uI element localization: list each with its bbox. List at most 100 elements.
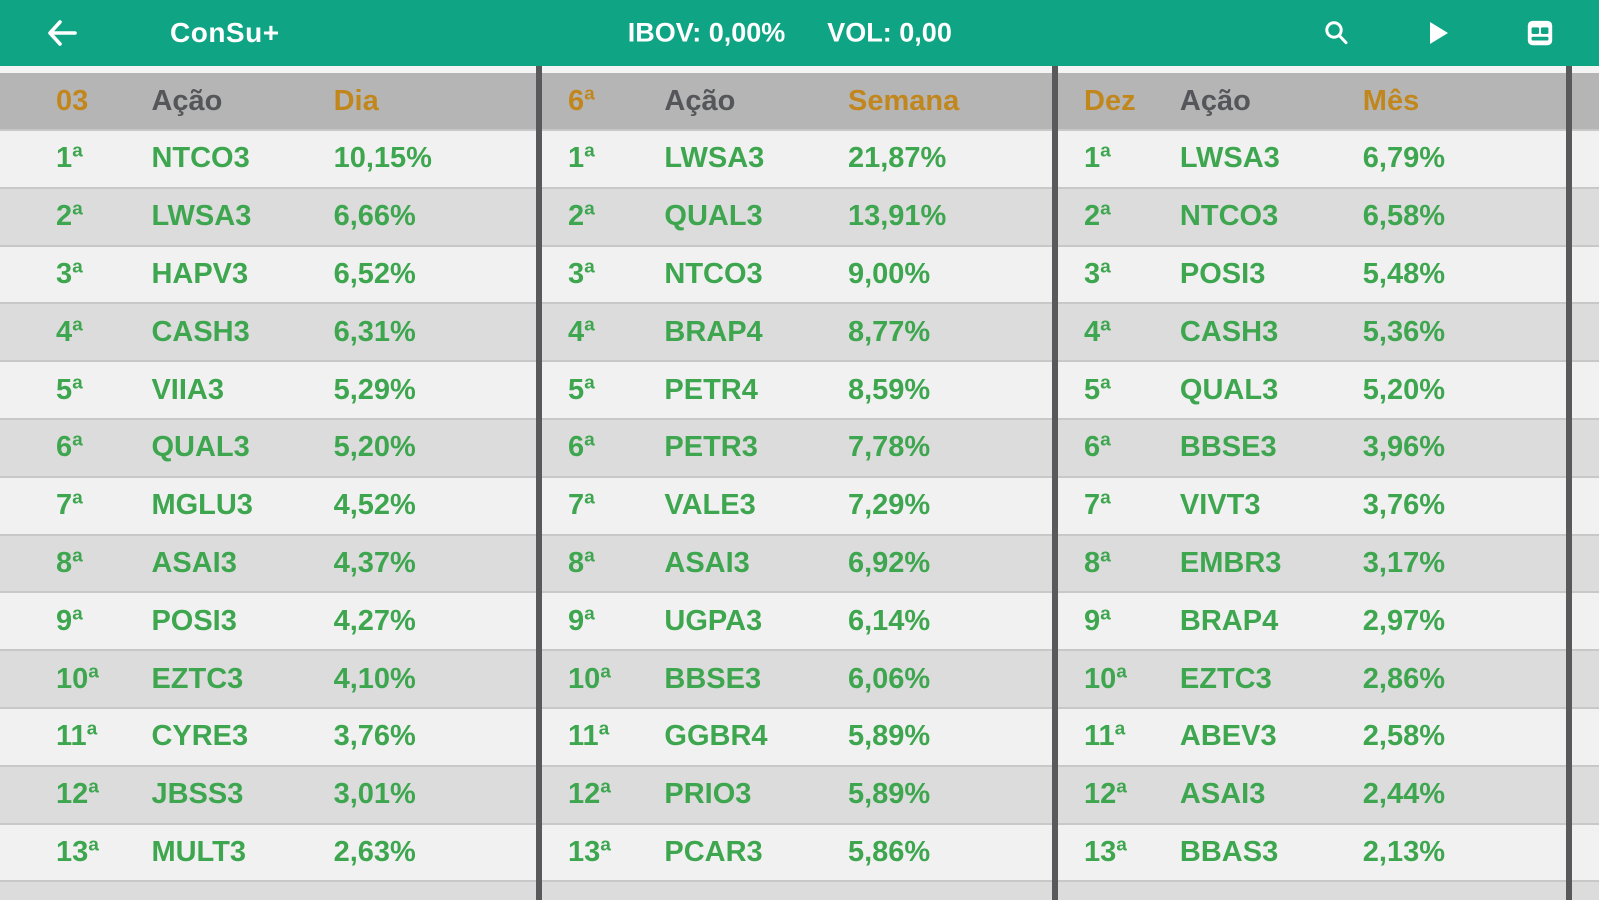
value-cell: 3,17% (1362, 546, 1446, 579)
table-row[interactable]: 6ª QUAL3 5,20% (0, 417, 536, 476)
table-row[interactable]: 7ª MGLU3 4,52% (0, 475, 536, 534)
ticker-cell: QUAL3 (664, 200, 763, 233)
table-row[interactable]: 6ª BBSE3 3,96% (1058, 417, 1566, 476)
table-row[interactable]: 12ª PRIO3 5,89% (542, 764, 1052, 823)
table-row[interactable]: 1ª LWSA3 21,87% (542, 129, 1052, 187)
table-row[interactable]: 8ª ASAI3 6,92% (542, 533, 1052, 592)
ticker-cell: VIVT3 (1179, 489, 1261, 522)
table-row[interactable]: 3ª POSI3 5,48% (1058, 244, 1566, 303)
ticker-cell: CYRE3 (151, 720, 249, 753)
table-row[interactable]: 9ª POSI3 4,27% (0, 591, 536, 650)
table-row[interactable]: 11ª GGBR4 5,89% (542, 706, 1052, 765)
play-icon[interactable] (1423, 18, 1453, 48)
ticker-cell: PETR3 (664, 431, 758, 464)
ticker-cell: BRAP4 (664, 315, 763, 348)
rank-cell: 2ª (1084, 200, 1111, 233)
rank-cell: 10ª (1084, 662, 1127, 695)
month-table-rows: 1ª LWSA3 6,79% 2ª NTCO3 6,58% 3ª POSI3 5,48% 4ª CA… (1058, 129, 1566, 900)
table-row[interactable]: 3ª HAPV3 6,52% (0, 244, 536, 303)
value-cell: 5,86% (847, 835, 931, 868)
day-header-rank: 03 (56, 84, 89, 117)
ticker-cell: POSI3 (1179, 257, 1266, 290)
table-row[interactable]: 9ª UGPA3 6,14% (542, 591, 1052, 650)
value-cell: 2,97% (1362, 604, 1446, 637)
rank-cell: 6ª (568, 431, 595, 464)
rank-cell: 1ª (1084, 142, 1111, 175)
table-row[interactable]: 13ª BBAS3 2,13% (1058, 822, 1566, 881)
table-row[interactable]: 5ª PETR4 8,59% (542, 360, 1052, 418)
ranking-boards: 03 Ação Dia 1ª NTCO3 10,15% 2ª LWSA3 6,66% 3ª H… (0, 66, 1599, 900)
ticker-cell: PRIO3 (664, 778, 752, 811)
table-row[interactable]: 13ª PCAR3 5,86% (542, 822, 1052, 881)
app-bar: ConSu+ IBOV: 0,00% VOL: 0,00 (0, 0, 1599, 66)
ticker-cell: EMBR3 (1179, 546, 1282, 579)
rank-cell: 5ª (568, 373, 595, 406)
table-row[interactable]: 12ª JBSS3 3,01% (0, 764, 536, 823)
table-row[interactable]: 10ª EZTC3 2,86% (1058, 649, 1566, 707)
ticker-cell: ASAI3 (664, 546, 750, 579)
rank-cell: 10ª (568, 662, 611, 695)
table-row[interactable]: 2ª LWSA3 6,66% (0, 186, 536, 245)
ticker-cell: BBSE3 (664, 662, 762, 695)
panel-gap (1572, 66, 1599, 73)
table-row[interactable]: 13ª MULT3 2,63% (0, 822, 536, 881)
value-cell: 10,15% (333, 142, 432, 175)
rank-cell: 12ª (56, 778, 99, 811)
ticker-cell: POSI3 (151, 604, 237, 637)
table-row[interactable]: 2ª NTCO3 6,58% (1058, 186, 1566, 245)
table-row[interactable]: 6ª PETR3 7,78% (542, 417, 1052, 476)
value-cell: 6,06% (847, 662, 931, 695)
ticker-cell: NTCO3 (1179, 200, 1279, 233)
table-row[interactable]: 5ª VIIA3 5,29% (0, 360, 536, 418)
partial-table-row (0, 880, 536, 900)
value-cell: 21,87% (847, 142, 947, 175)
table-row[interactable]: 1ª LWSA3 6,79% (1058, 129, 1566, 187)
table-row[interactable]: 5ª QUAL3 5,20% (1058, 360, 1566, 418)
ticker-cell: LWSA3 (1179, 142, 1280, 175)
rank-cell: 12ª (1084, 778, 1127, 811)
value-cell: 5,20% (333, 431, 416, 464)
rank-cell: 11ª (568, 720, 610, 753)
week-ranking-table: 6ª Ação Semana 1ª LWSA3 21,87% 2ª QUAL3 13,91… (542, 66, 1052, 900)
table-row[interactable]: 8ª ASAI3 4,37% (0, 533, 536, 592)
table-row[interactable]: 10ª EZTC3 4,10% (0, 649, 536, 707)
table-row[interactable]: 3ª NTCO3 9,00% (542, 244, 1052, 303)
rank-cell: 1ª (56, 142, 83, 175)
partial-next-table (1572, 66, 1599, 900)
rank-cell: 2ª (568, 200, 595, 233)
table-row[interactable]: 7ª VIVT3 3,76% (1058, 475, 1566, 534)
table-row[interactable]: 9ª BRAP4 2,97% (1058, 591, 1566, 650)
rank-cell: 1ª (568, 142, 595, 175)
back-arrow-icon[interactable] (46, 19, 78, 47)
ticker-cell: QUAL3 (151, 431, 250, 464)
day-table-header: 03 Ação Dia (0, 73, 536, 129)
table-row[interactable]: 4ª CASH3 6,31% (0, 302, 536, 361)
table-row (1572, 706, 1599, 765)
ticker-cell: NTCO3 (151, 142, 250, 175)
ticker-cell: MGLU3 (151, 489, 253, 522)
ad-card-icon[interactable] (1525, 18, 1555, 48)
table-row (1572, 533, 1599, 592)
search-icon[interactable] (1321, 18, 1351, 48)
table-row[interactable]: 2ª QUAL3 13,91% (542, 186, 1052, 245)
table-row[interactable]: 4ª CASH3 5,36% (1058, 302, 1566, 361)
table-row[interactable]: 8ª EMBR3 3,17% (1058, 533, 1566, 592)
table-row[interactable]: 7ª VALE3 7,29% (542, 475, 1052, 534)
value-cell: 9,00% (847, 257, 931, 290)
table-row[interactable]: 12ª ASAI3 2,44% (1058, 764, 1566, 823)
page-title: ConSu+ (170, 17, 280, 48)
value-cell: 6,31% (333, 315, 416, 348)
rank-cell: 9ª (56, 604, 83, 637)
table-row[interactable]: 10ª BBSE3 6,06% (542, 649, 1052, 707)
value-cell: 2,63% (333, 835, 416, 868)
table-row[interactable]: 11ª CYRE3 3,76% (0, 706, 536, 765)
value-cell: 4,27% (333, 604, 416, 637)
table-row[interactable]: 11ª ABEV3 2,58% (1058, 706, 1566, 765)
ticker-cell: PETR4 (664, 373, 758, 406)
rank-cell: 4ª (1084, 315, 1111, 348)
value-cell: 6,79% (1362, 142, 1446, 175)
table-row[interactable]: 4ª BRAP4 8,77% (542, 302, 1052, 361)
table-row[interactable]: 1ª NTCO3 10,15% (0, 129, 536, 187)
table-row (1572, 129, 1599, 187)
partial-table-header (1572, 73, 1599, 129)
